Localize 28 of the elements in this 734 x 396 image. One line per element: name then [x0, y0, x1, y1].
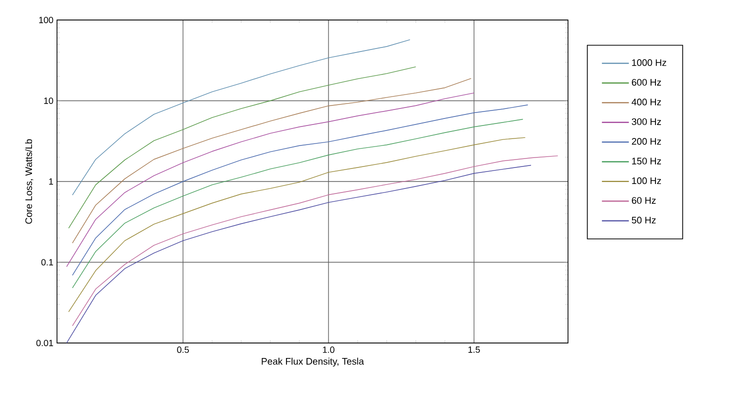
y-tick-label: 100 [39, 16, 54, 24]
line-series [72, 78, 472, 244]
line-series [68, 66, 416, 229]
legend-label: 300 Hz [632, 118, 661, 126]
legend-label: 200 Hz [632, 138, 661, 145]
legend-label: 50 Hz [632, 216, 656, 224]
x-tick-label: 0.5 [177, 346, 189, 353]
y-tick-label: 0.1 [41, 259, 54, 266]
line-series [72, 155, 558, 326]
line-series [72, 39, 410, 196]
legend-label: 60 Hz [632, 197, 656, 204]
line-series [66, 92, 474, 268]
line-series [68, 137, 526, 312]
x-tick-label: 1.0 [322, 346, 334, 353]
legend-label: 600 Hz [632, 78, 661, 86]
legend-label: 100 Hz [632, 177, 661, 184]
x-tick-label: 1.5 [468, 346, 480, 353]
x-axis-title: Peak Flux Density, Tesla [262, 358, 364, 367]
legend-label: 400 Hz [632, 98, 661, 106]
y-tick-label: 10 [44, 98, 54, 104]
y-axis-title: Core Loss, Watts/Lb [25, 139, 34, 224]
legend-label: 1000 Hz [632, 59, 666, 66]
y-tick-label: 1 [49, 178, 54, 185]
line-series [72, 118, 524, 288]
line-series [66, 164, 532, 344]
line-series [72, 104, 528, 276]
legend-label: 150 Hz [632, 158, 661, 164]
y-tick-label: 0.01 [36, 340, 54, 346]
